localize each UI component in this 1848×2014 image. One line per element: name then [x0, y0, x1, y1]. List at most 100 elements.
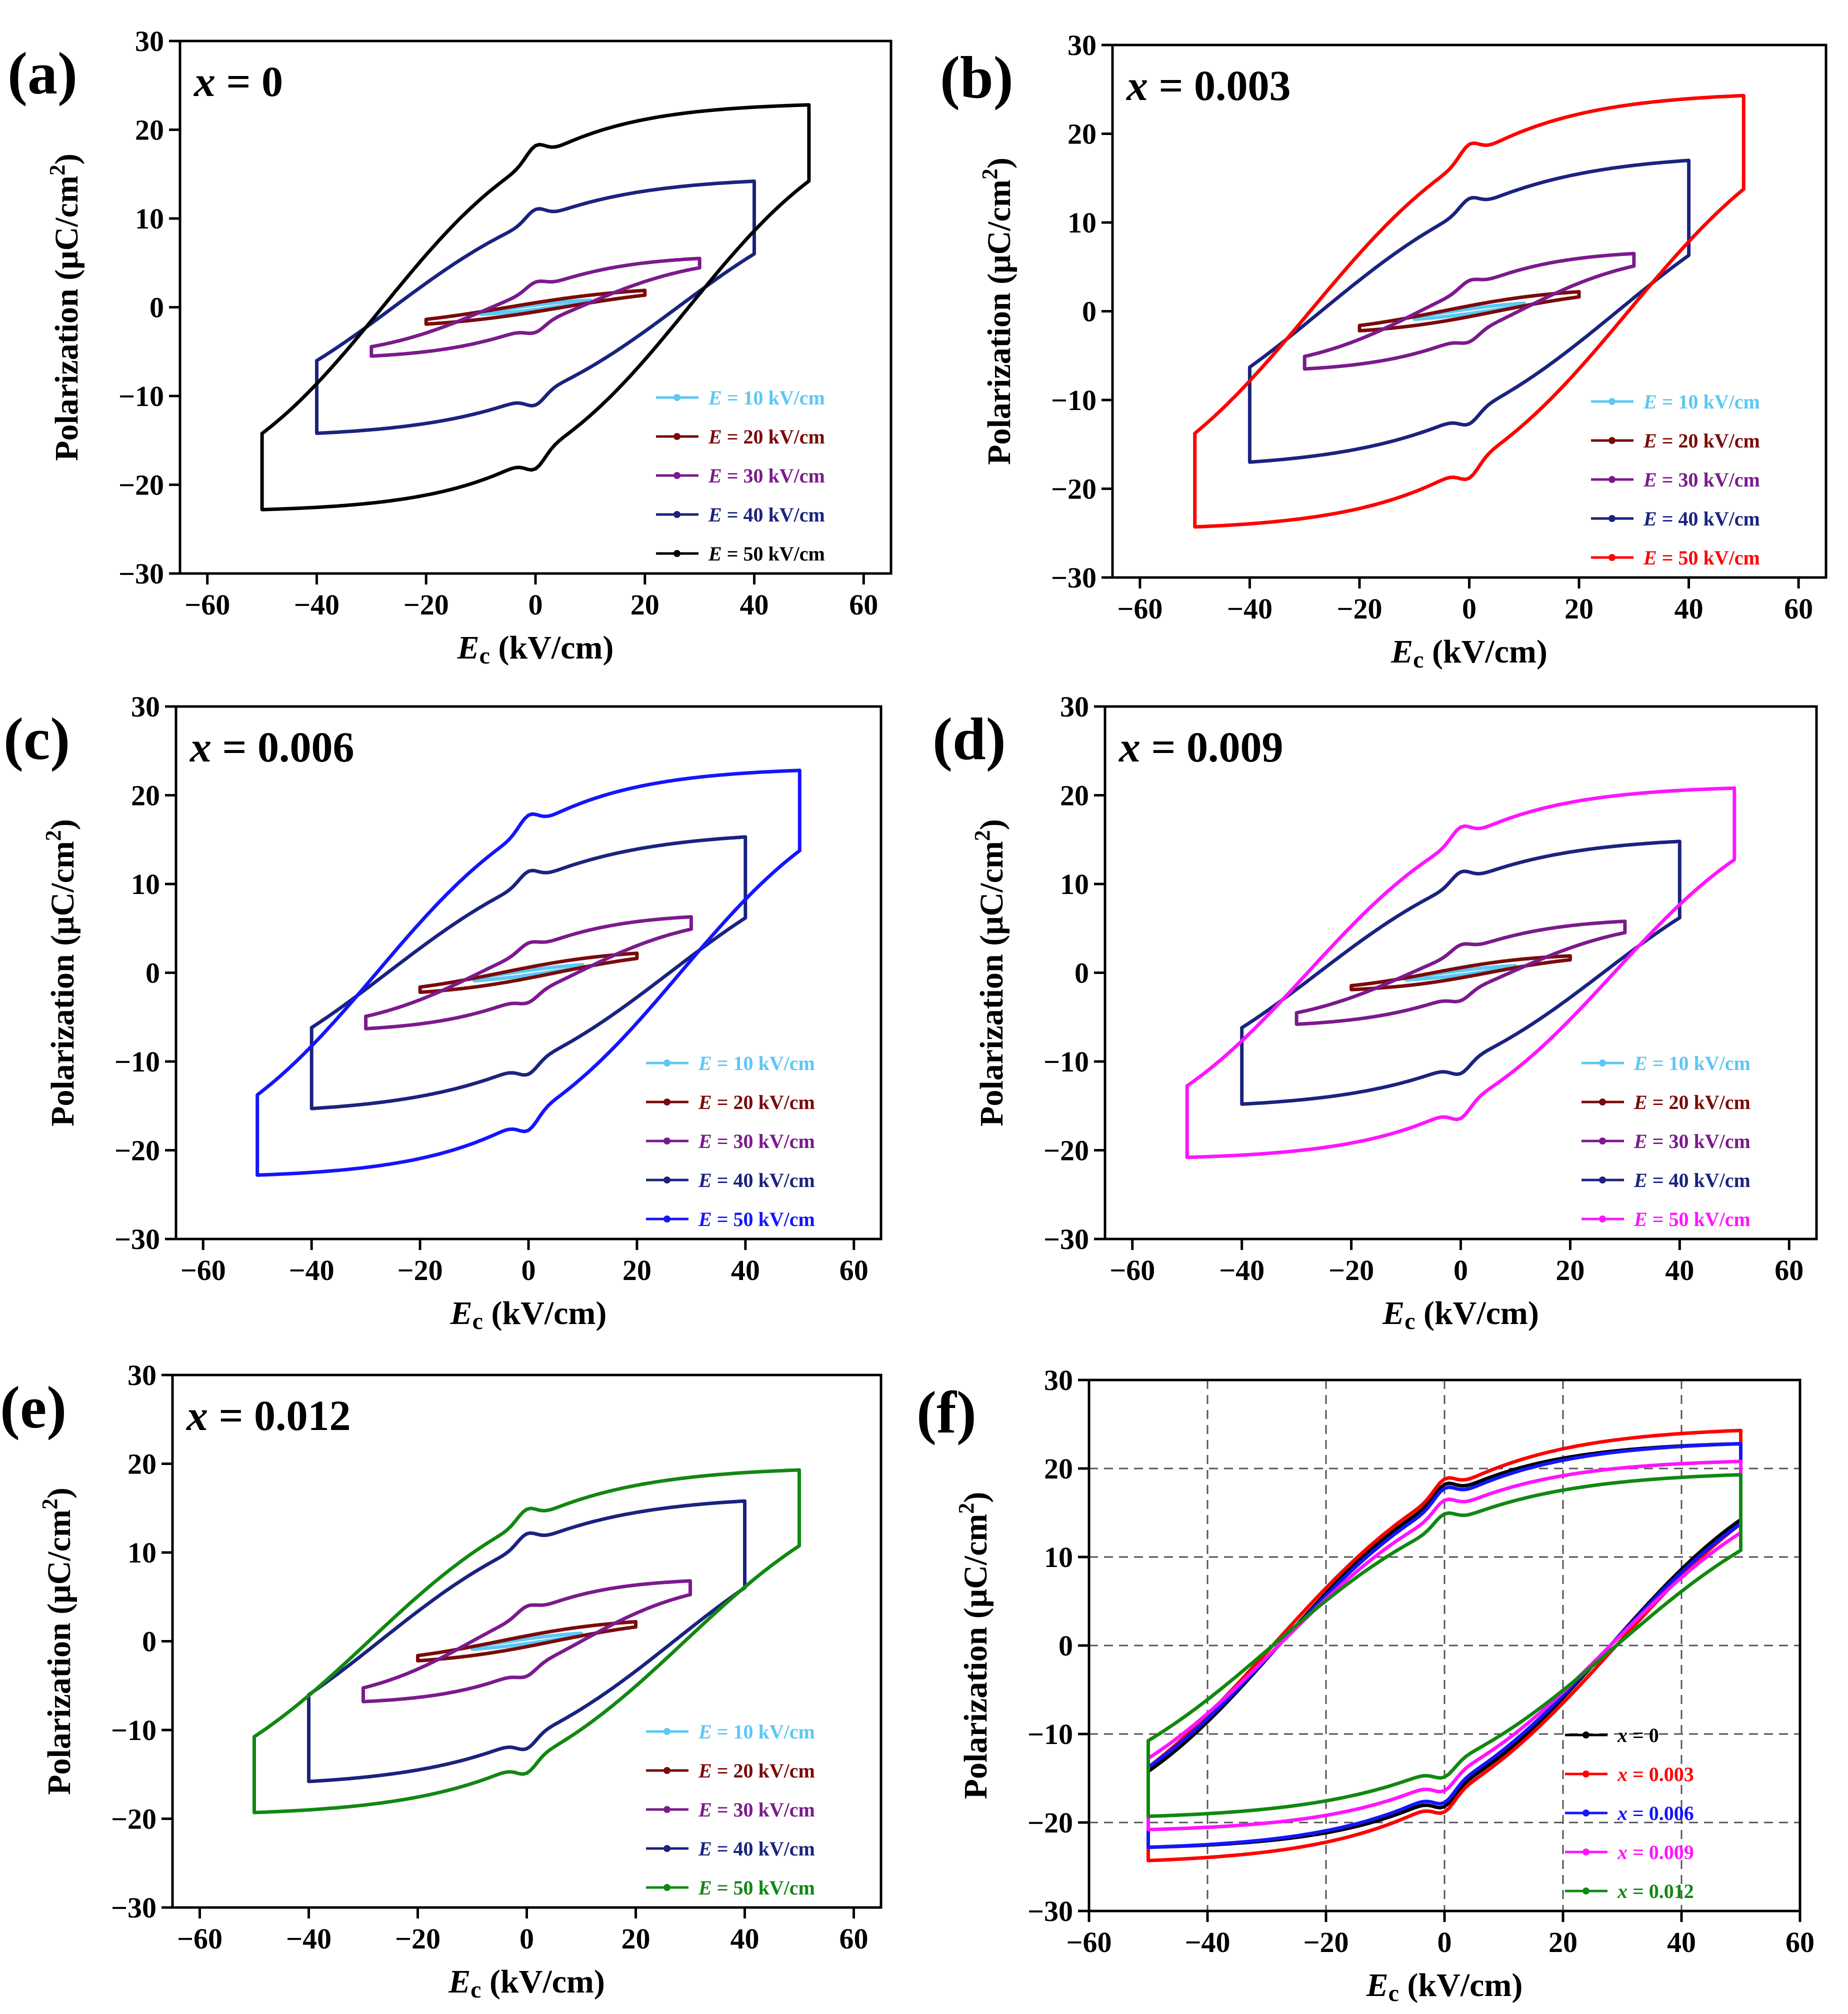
legend-entry: E = 50 kV/cm: [698, 1876, 815, 1899]
x-tick-label: 60: [1786, 1926, 1814, 1958]
x-tick-label: 60: [840, 1922, 868, 1955]
x-tick-label: 40: [1674, 592, 1704, 625]
y-tick-label: −30: [111, 1892, 156, 1924]
legend-entry: x = 0.009: [1617, 1841, 1694, 1864]
panel-1: −60 −40 −20 0 20 40 60 −30 −20 −10 0 10 20 30 Ec (kV/c…: [8, 25, 892, 669]
x-tick-label: −40: [294, 588, 340, 621]
legend-entry: E = 10 kV/cm: [698, 1720, 815, 1743]
legend-entry: E = 10 kV/cm: [698, 1052, 815, 1074]
x-tick-label: −40: [286, 1922, 332, 1955]
y-tick-label: −10: [114, 1046, 160, 1078]
composition-label: x = 0.003: [1126, 62, 1291, 110]
legend-marker: [1608, 554, 1616, 561]
x-tick-label: −60: [1110, 1254, 1155, 1286]
legend-marker: [1599, 1098, 1606, 1106]
x-tick-label: 60: [849, 588, 878, 621]
x-tick-label: 0: [528, 588, 543, 621]
pe-loop-4: [307, 1499, 746, 1784]
legend-marker: [664, 1806, 670, 1813]
y-tick-label: −20: [114, 1134, 160, 1167]
x-tick-label: −60: [1117, 592, 1162, 625]
x-tick-label: 40: [1665, 1254, 1694, 1286]
legend-entry: E = 20 kV/cm: [698, 1760, 815, 1782]
pe-loop-5: [260, 103, 811, 512]
legend-marker: [1608, 437, 1616, 444]
legend-marker: [664, 1138, 670, 1144]
y-tick-label: 10: [128, 1536, 156, 1569]
y-tick-label: −20: [1051, 473, 1096, 506]
legend-entry: x = 0.006: [1617, 1802, 1694, 1824]
pe-loop-3: [1146, 1442, 1742, 1850]
x-tick-label: −60: [1066, 1926, 1112, 1958]
pe-loop-1: [470, 1632, 583, 1651]
y-tick-label: 20: [1044, 1452, 1073, 1485]
panel-6: −60 −40 −20 0 20 40 60 −30 −20 −10 0 10 20 30 Ec (kV/c…: [916, 1364, 1814, 2006]
legend-marker: [664, 1767, 670, 1774]
legend-entry: E = 20 kV/cm: [698, 1091, 815, 1114]
x-tick-label: 0: [1438, 1926, 1452, 1958]
legend-entry: E = 40 kV/cm: [698, 1169, 815, 1192]
y-tick-label: −30: [1044, 1223, 1089, 1256]
y-tick-label: 10: [1060, 868, 1089, 900]
x-tick-label: 20: [1548, 1926, 1578, 1958]
y-tick-label: −20: [1028, 1806, 1073, 1839]
y-tick-label: 30: [128, 1359, 156, 1392]
x-tick-label: −20: [1328, 1254, 1374, 1286]
x-tick-label: 0: [1454, 1254, 1468, 1286]
pe-loop-5: [1193, 94, 1746, 529]
legend-marker: [1599, 1216, 1606, 1222]
legend-entry: x = 0.012: [1617, 1880, 1694, 1902]
legend-marker: [664, 1728, 670, 1735]
pe-loop-2: [1350, 954, 1572, 992]
legend-entry: E = 30 kV/cm: [698, 1130, 815, 1152]
x-tick-label: −20: [398, 1254, 443, 1286]
legend-entry: E = 30 kV/cm: [1643, 468, 1760, 491]
y-axis-title: Polarization (μC/cm2): [38, 1488, 78, 1795]
x-tick-label: −60: [184, 588, 230, 621]
pe-loop-2: [418, 951, 639, 994]
composition-label: x = 0.006: [189, 723, 354, 771]
y-tick-label: −20: [111, 1803, 156, 1836]
x-tick-label: 60: [1774, 1254, 1804, 1286]
x-tick-label: 40: [740, 588, 769, 621]
legend-marker: [674, 511, 680, 518]
x-axis-title: Ec (kV/cm): [1382, 1295, 1539, 1334]
legend-entry: x = 0.003: [1617, 1763, 1694, 1786]
legend-marker: [674, 472, 680, 479]
legend-entry: E = 40 kV/cm: [1643, 508, 1760, 530]
legend-marker: [674, 394, 680, 401]
plot-frame: [1104, 705, 1818, 1240]
composition-label: x = 0: [193, 58, 283, 106]
legend-entry: E = 50 kV/cm: [1643, 546, 1760, 569]
legend-marker: [1599, 1176, 1606, 1184]
legend-marker: [674, 433, 680, 440]
y-tick-label: −10: [118, 380, 164, 412]
x-tick-label: 40: [731, 1254, 760, 1286]
pe-loop-5: [1185, 786, 1736, 1160]
y-tick-label: 0: [1082, 296, 1096, 328]
pe-loop-5: [252, 1468, 801, 1814]
legend-entry: E = 20 kV/cm: [708, 426, 825, 448]
x-tick-label: −40: [289, 1254, 334, 1286]
y-tick-label: 20: [1068, 118, 1096, 150]
pe-loop-5: [256, 768, 802, 1177]
panel-2: −60 −40 −20 0 20 40 60 −30 −20 −10 0 10 20 30 Ec (kV/c…: [940, 29, 1828, 673]
legend-marker: [1608, 476, 1616, 483]
legend-entry: E = 30 kV/cm: [698, 1798, 815, 1821]
pe-loop-1: [1412, 302, 1526, 321]
x-tick-label: −40: [1227, 592, 1272, 625]
x-tick-label: 0: [520, 1922, 534, 1955]
panel-letter: (e): [0, 1374, 66, 1440]
pe-loop-3: [362, 1579, 692, 1704]
y-tick-label: 30: [1044, 1364, 1073, 1396]
legend-marker: [664, 1060, 670, 1066]
y-tick-label: 30: [131, 690, 160, 723]
pe-loop-3: [1302, 252, 1636, 371]
x-tick-label: −20: [1303, 1926, 1348, 1958]
y-tick-label: 20: [131, 780, 160, 812]
legend-marker: [1582, 1848, 1590, 1856]
panel-letter: (c): [4, 706, 70, 772]
plot-frame: [1111, 44, 1828, 579]
y-tick-label: −10: [1044, 1046, 1089, 1078]
